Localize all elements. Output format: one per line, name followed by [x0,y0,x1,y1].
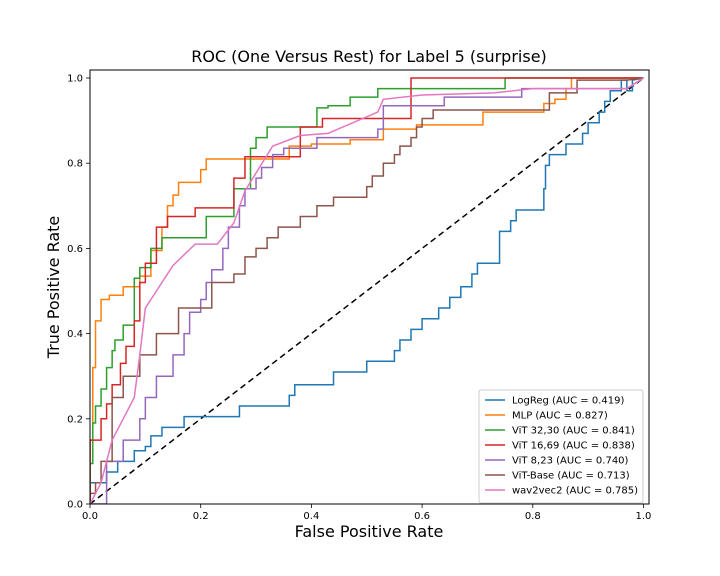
chance-diagonal-line [90,77,644,504]
legend-label-6: wav2vec2 (AUC = 0.785) [512,486,638,497]
series-line-1 [90,77,644,504]
series-line-0 [90,77,644,504]
chart-title: ROC (One Versus Rest) for Label 5 (surpr… [191,47,547,66]
x-tick-label: 0.8 [525,511,541,522]
x-tick-label: 1.0 [636,511,652,522]
series-layer [90,77,644,504]
series-line-2 [90,77,644,504]
y-tick-label: 1.0 [67,74,83,85]
y-axis-label: True Positive Rate [44,216,63,360]
legend-label-2: ViT 32,30 (AUC = 0.841) [512,426,635,437]
legend-box [478,389,644,504]
legend-label-0: LogReg (AUC = 0.419) [512,396,624,407]
x-tick-label: 0.4 [303,511,319,522]
legend-label-3: ViT 16,69 (AUC = 0.838) [512,441,635,452]
series-line-3 [90,77,644,504]
plot-frame [89,69,650,505]
x-tick-label: 0.0 [82,511,98,522]
x-tick-label: 0.6 [414,511,430,522]
legend-label-1: MLP (AUC = 0.827) [512,411,608,422]
x-axis-label: False Positive Rate [295,522,444,541]
series-line-4 [90,77,644,504]
y-tick-label: 0.4 [67,329,83,340]
legend-label-5: ViT-Base (AUC = 0.713) [512,471,630,482]
y-tick-label: 0.0 [67,500,83,511]
y-tick-label: 0.2 [67,414,83,425]
y-tick-label: 0.6 [67,244,83,255]
legend-label-4: ViT 8,23 (AUC = 0.740) [512,456,629,467]
y-tick-label: 0.8 [67,159,83,170]
plot-area [90,77,644,504]
x-tick-label: 0.2 [193,511,209,522]
y-axis-ticks: 0.0 0.2 0.4 0.6 0.8 1.0 [67,74,90,511]
series-line-5 [90,77,644,504]
series-line-6 [90,77,644,504]
x-axis-ticks: 0.0 0.2 0.4 0.6 0.8 1.0 [82,504,651,522]
legend: LogReg (AUC = 0.419) MLP (AUC = 0.827) ViT… [478,389,644,504]
